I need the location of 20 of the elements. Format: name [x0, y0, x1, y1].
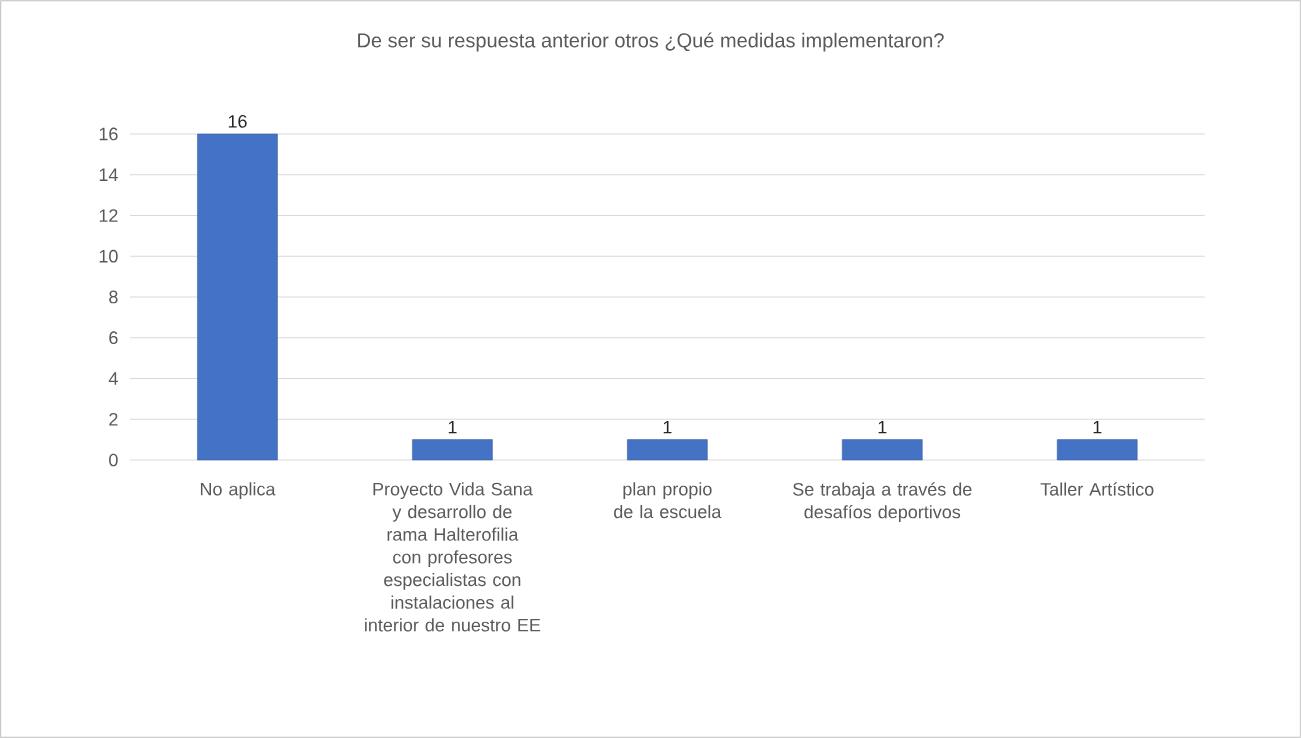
data-label: 1 — [878, 420, 887, 434]
data-label: 16 — [228, 114, 247, 128]
y-tick-label: 10 — [99, 249, 118, 263]
chart-title: De ser su respuesta anterior otros ¿Qué medidas implementaron? — [358, 32, 944, 52]
y-tick-label: 16 — [99, 127, 118, 141]
data-label: 1 — [448, 420, 457, 434]
y-tick-label: 6 — [109, 331, 118, 345]
y-tick-label: 12 — [99, 209, 118, 222]
data-label: 1 — [1093, 420, 1102, 434]
x-tick-label: Taller Artístico — [1040, 482, 1154, 496]
x-tick-label: plan propio de la escuela — [614, 482, 722, 519]
y-tick-label: 14 — [99, 168, 118, 181]
data-label: 1 — [663, 420, 672, 434]
y-tick-label: 0 — [109, 453, 118, 467]
x-tick-label: Se trabaja a través de desafíos deportivos — [793, 482, 972, 522]
x-tick-label: No aplica — [200, 482, 276, 500]
y-tick-label: 8 — [109, 290, 118, 304]
x-tick-label: Proyecto Vida Sana y desarrollo de rama Halterofilia con profesores especialistas con instalaciones al interior de nuestro EE — [365, 482, 541, 632]
y-tick-label: 4 — [108, 372, 118, 385]
y-tick-label: 2 — [109, 412, 118, 426]
